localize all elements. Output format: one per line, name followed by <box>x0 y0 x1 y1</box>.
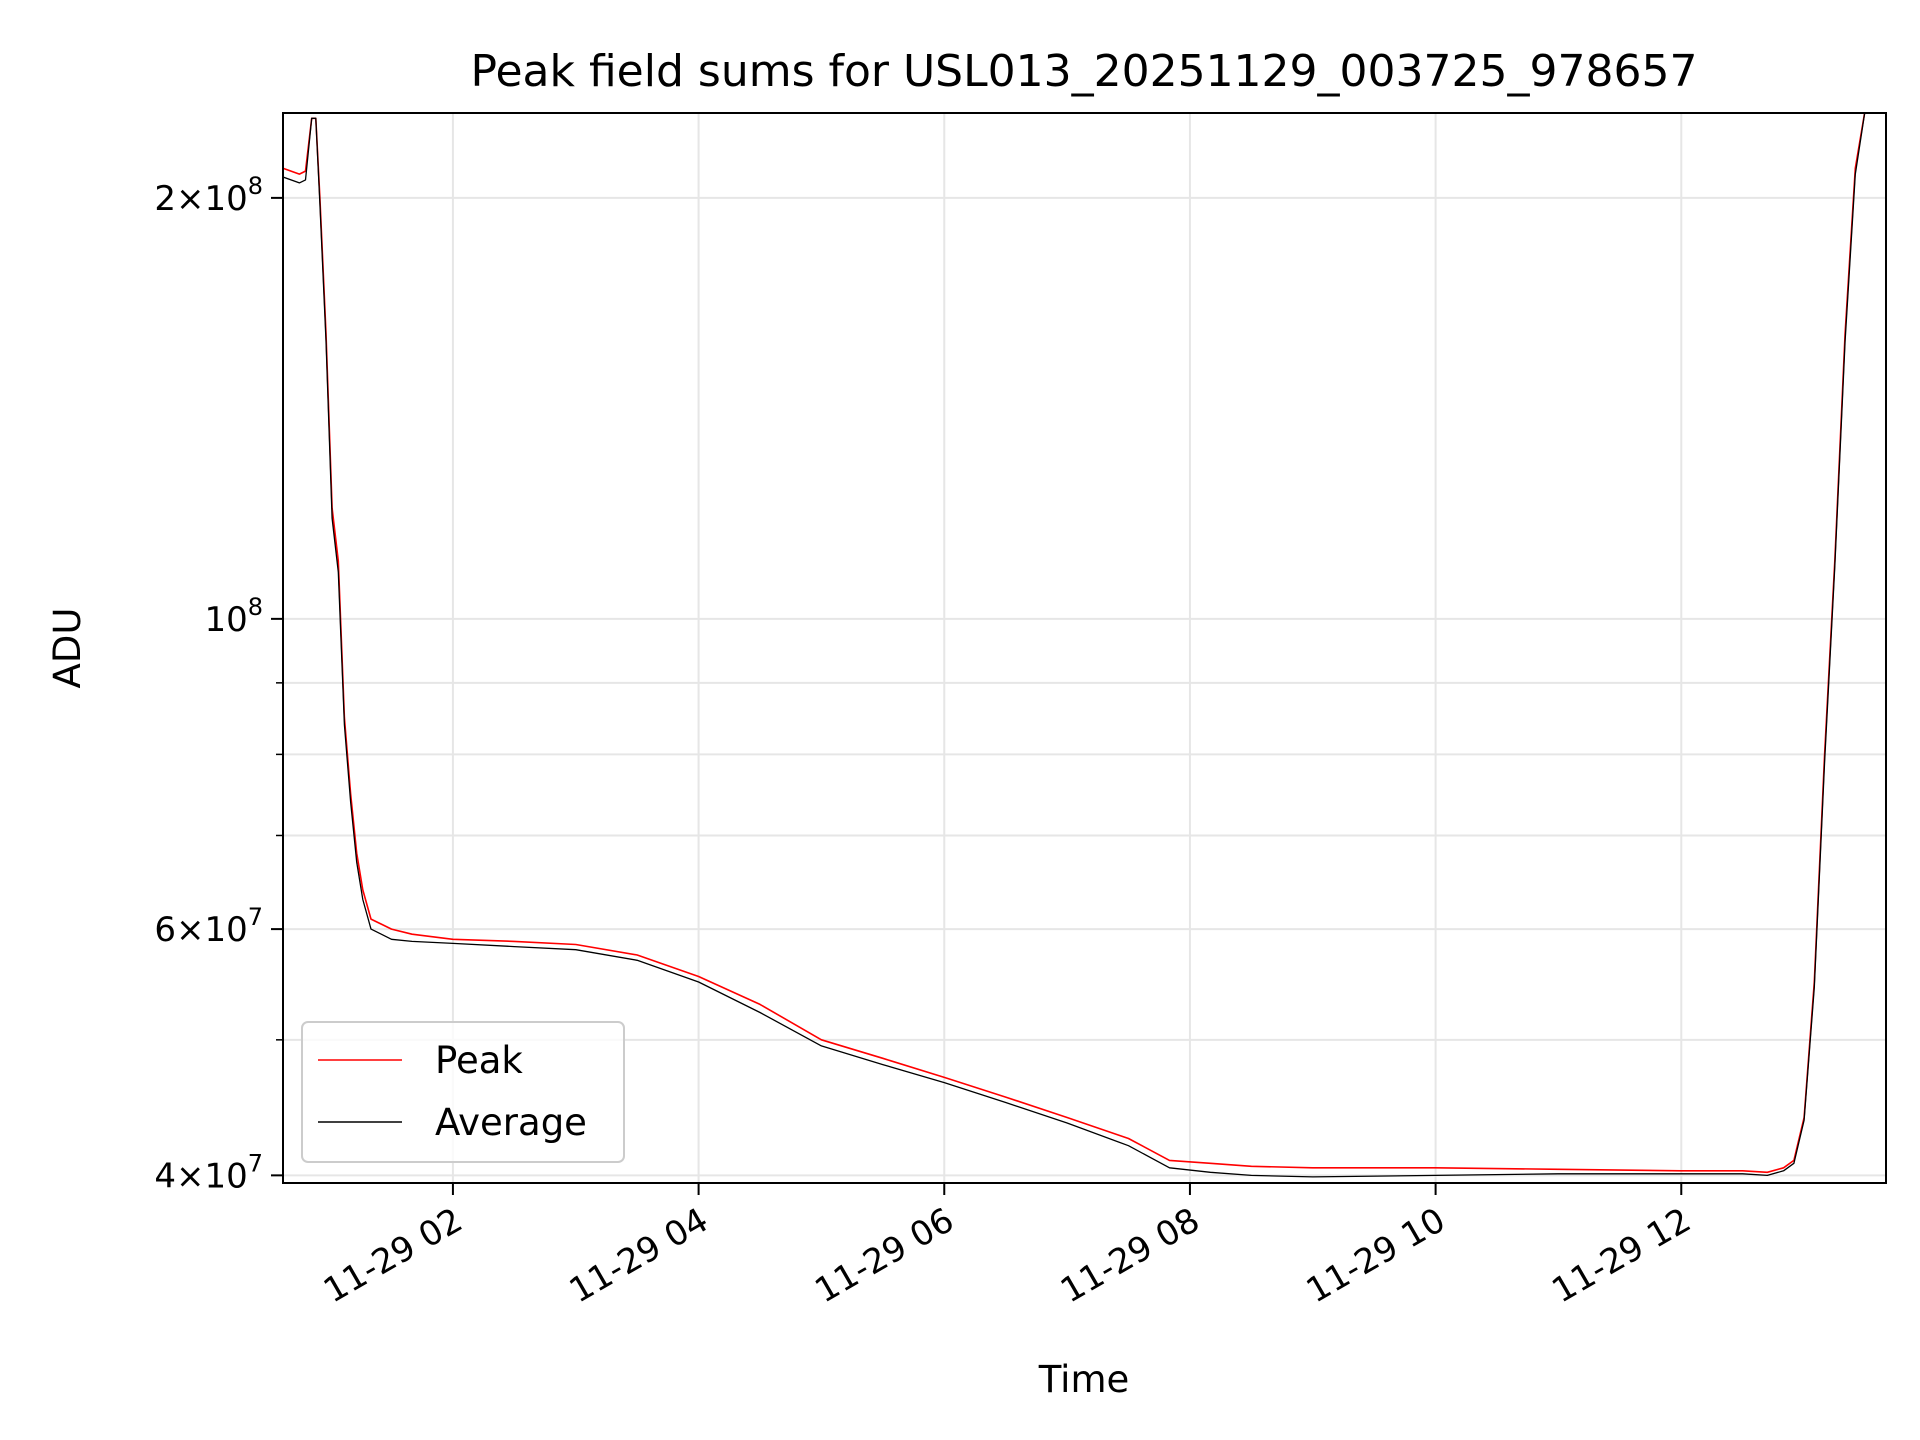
series-line-peak <box>283 113 1866 1174</box>
legend-label-average: Average <box>435 1101 587 1144</box>
series-line-average <box>283 113 1866 1178</box>
y-tick-label: 2×108 <box>154 172 263 219</box>
y-tick-label: 6×107 <box>154 903 263 950</box>
grid <box>283 113 1886 1183</box>
legend-label-peak: Peak <box>435 1039 523 1082</box>
legend: Peak Average <box>301 1021 625 1163</box>
y-tick-label: 108 <box>204 593 263 640</box>
x-axis-label: Time <box>1038 1358 1130 1401</box>
chart-title: Peak field sums for USL013_20251129_0037… <box>471 46 1698 97</box>
y-tick-label: 4×107 <box>154 1149 263 1196</box>
y-axis-label: ADU <box>46 608 89 689</box>
legend-box <box>301 1021 625 1163</box>
plot-frame <box>282 112 1887 1184</box>
y-axis: 4×107 6×107 108 2×108 <box>154 172 283 1196</box>
series-layer <box>283 113 1866 1178</box>
